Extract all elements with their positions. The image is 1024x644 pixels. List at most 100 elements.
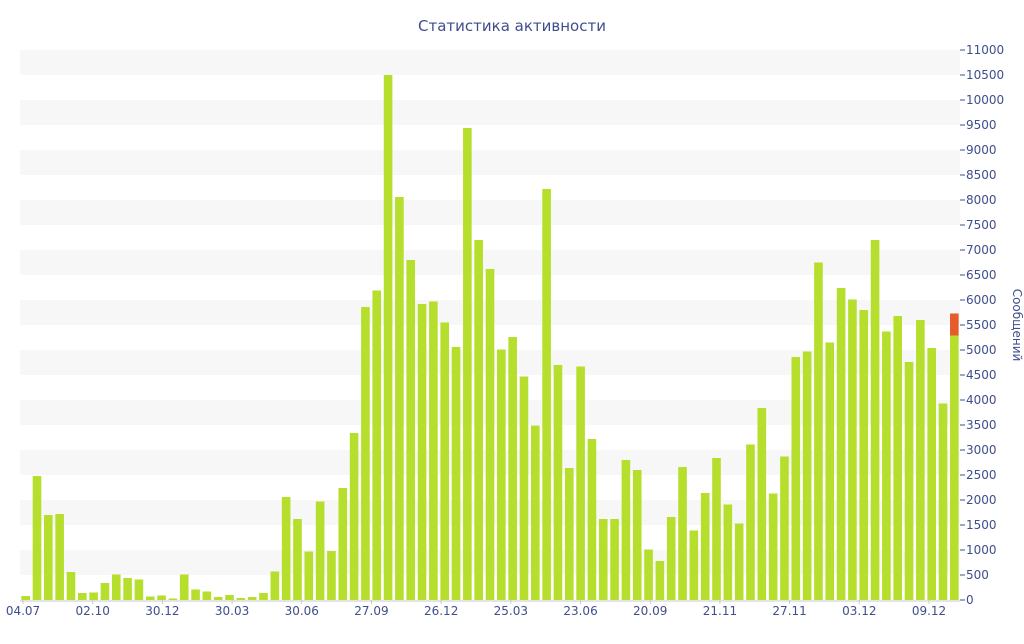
- y-tick-label: 8000: [966, 193, 997, 207]
- bar[interactable]: [950, 335, 959, 601]
- bar[interactable]: [859, 310, 869, 600]
- bar[interactable]: [723, 504, 733, 601]
- bar[interactable]: [791, 357, 801, 600]
- x-tick-label: 20.09: [633, 604, 667, 618]
- bar[interactable]: [927, 348, 936, 600]
- bar[interactable]: [44, 515, 53, 600]
- bar[interactable]: [395, 197, 404, 600]
- bar[interactable]: [780, 456, 789, 601]
- bar[interactable]: [293, 519, 302, 600]
- bar[interactable]: [259, 593, 268, 600]
- bar[interactable]: [553, 365, 563, 600]
- y-tick-label: 10000: [966, 93, 1004, 107]
- y-tick-label: 10500: [966, 68, 1004, 82]
- y-tick-label: 0: [966, 593, 974, 607]
- bar[interactable]: [598, 519, 608, 600]
- bar[interactable]: [814, 262, 823, 601]
- bar[interactable]: [802, 351, 812, 601]
- bar[interactable]: [168, 598, 178, 601]
- bar[interactable]: [77, 593, 87, 600]
- x-tick-label: 27.11: [772, 604, 806, 618]
- bar[interactable]: [21, 596, 30, 600]
- bar[interactable]: [191, 589, 200, 601]
- grid-band: [20, 200, 960, 225]
- bar[interactable]: [440, 322, 450, 601]
- bar[interactable]: [610, 519, 619, 600]
- bar[interactable]: [621, 460, 631, 600]
- bar[interactable]: [542, 189, 551, 600]
- bar[interactable]: [938, 403, 948, 601]
- grid-band: [20, 100, 960, 125]
- bar[interactable]: [497, 349, 506, 601]
- grid-band: [20, 50, 960, 75]
- bar[interactable]: [157, 595, 166, 601]
- bar[interactable]: [519, 376, 529, 601]
- bar[interactable]: [315, 501, 325, 601]
- bar[interactable]: [281, 497, 291, 600]
- bar[interactable]: [734, 523, 744, 601]
- y-tick-label: 6000: [966, 293, 997, 307]
- bar[interactable]: [429, 301, 438, 601]
- bar[interactable]: [666, 517, 676, 600]
- bar[interactable]: [89, 592, 98, 601]
- bar[interactable]: [134, 579, 144, 601]
- bar[interactable]: [712, 458, 721, 600]
- bar[interactable]: [564, 468, 574, 600]
- bar[interactable]: [123, 578, 132, 600]
- bar[interactable]: [848, 299, 857, 601]
- bar[interactable]: [904, 362, 914, 600]
- bar[interactable]: [202, 591, 212, 601]
- bar[interactable]: [825, 342, 835, 601]
- bar[interactable]: [372, 290, 382, 601]
- bar[interactable]: [700, 493, 710, 600]
- y-tick-label: 1000: [966, 543, 997, 557]
- bar[interactable]: [916, 320, 925, 600]
- bar[interactable]: [179, 574, 189, 601]
- bar[interactable]: [576, 366, 585, 601]
- bar[interactable]: [383, 75, 393, 600]
- y-tick-label: 4500: [966, 368, 997, 382]
- bar[interactable]: [406, 260, 416, 600]
- bar[interactable]: [145, 596, 155, 601]
- bar[interactable]: [236, 598, 246, 600]
- bar[interactable]: [644, 549, 653, 601]
- bar-highlight-segment[interactable]: [950, 313, 959, 336]
- bar[interactable]: [836, 288, 846, 600]
- bar[interactable]: [451, 347, 461, 600]
- bar[interactable]: [678, 467, 687, 600]
- bar[interactable]: [474, 240, 483, 600]
- bar[interactable]: [225, 595, 234, 600]
- bar[interactable]: [247, 597, 257, 600]
- bar[interactable]: [111, 574, 121, 601]
- bar[interactable]: [531, 425, 540, 601]
- bar[interactable]: [327, 551, 336, 600]
- bar[interactable]: [632, 470, 642, 600]
- bar[interactable]: [338, 488, 348, 600]
- y-tick-label: 7000: [966, 243, 997, 257]
- bar[interactable]: [746, 444, 755, 601]
- bar[interactable]: [655, 561, 665, 600]
- bar[interactable]: [361, 307, 370, 600]
- bar[interactable]: [870, 240, 880, 600]
- bar[interactable]: [768, 493, 778, 601]
- bar[interactable]: [757, 408, 767, 600]
- bar[interactable]: [270, 571, 280, 601]
- bar[interactable]: [893, 316, 903, 600]
- bar[interactable]: [213, 597, 223, 600]
- bar[interactable]: [349, 433, 359, 600]
- grid-band: [20, 150, 960, 175]
- bar[interactable]: [417, 304, 427, 600]
- bar[interactable]: [587, 439, 597, 600]
- bar[interactable]: [55, 514, 64, 600]
- bar[interactable]: [882, 331, 891, 601]
- bar[interactable]: [100, 583, 110, 600]
- bar[interactable]: [463, 128, 472, 600]
- bar[interactable]: [304, 551, 314, 601]
- bar[interactable]: [32, 476, 42, 600]
- bar[interactable]: [485, 269, 495, 600]
- bar[interactable]: [508, 337, 517, 600]
- x-tick-label: 30.12: [145, 604, 179, 618]
- bar[interactable]: [66, 572, 76, 600]
- x-tick-label: 30.03: [215, 604, 249, 618]
- bar[interactable]: [689, 530, 699, 601]
